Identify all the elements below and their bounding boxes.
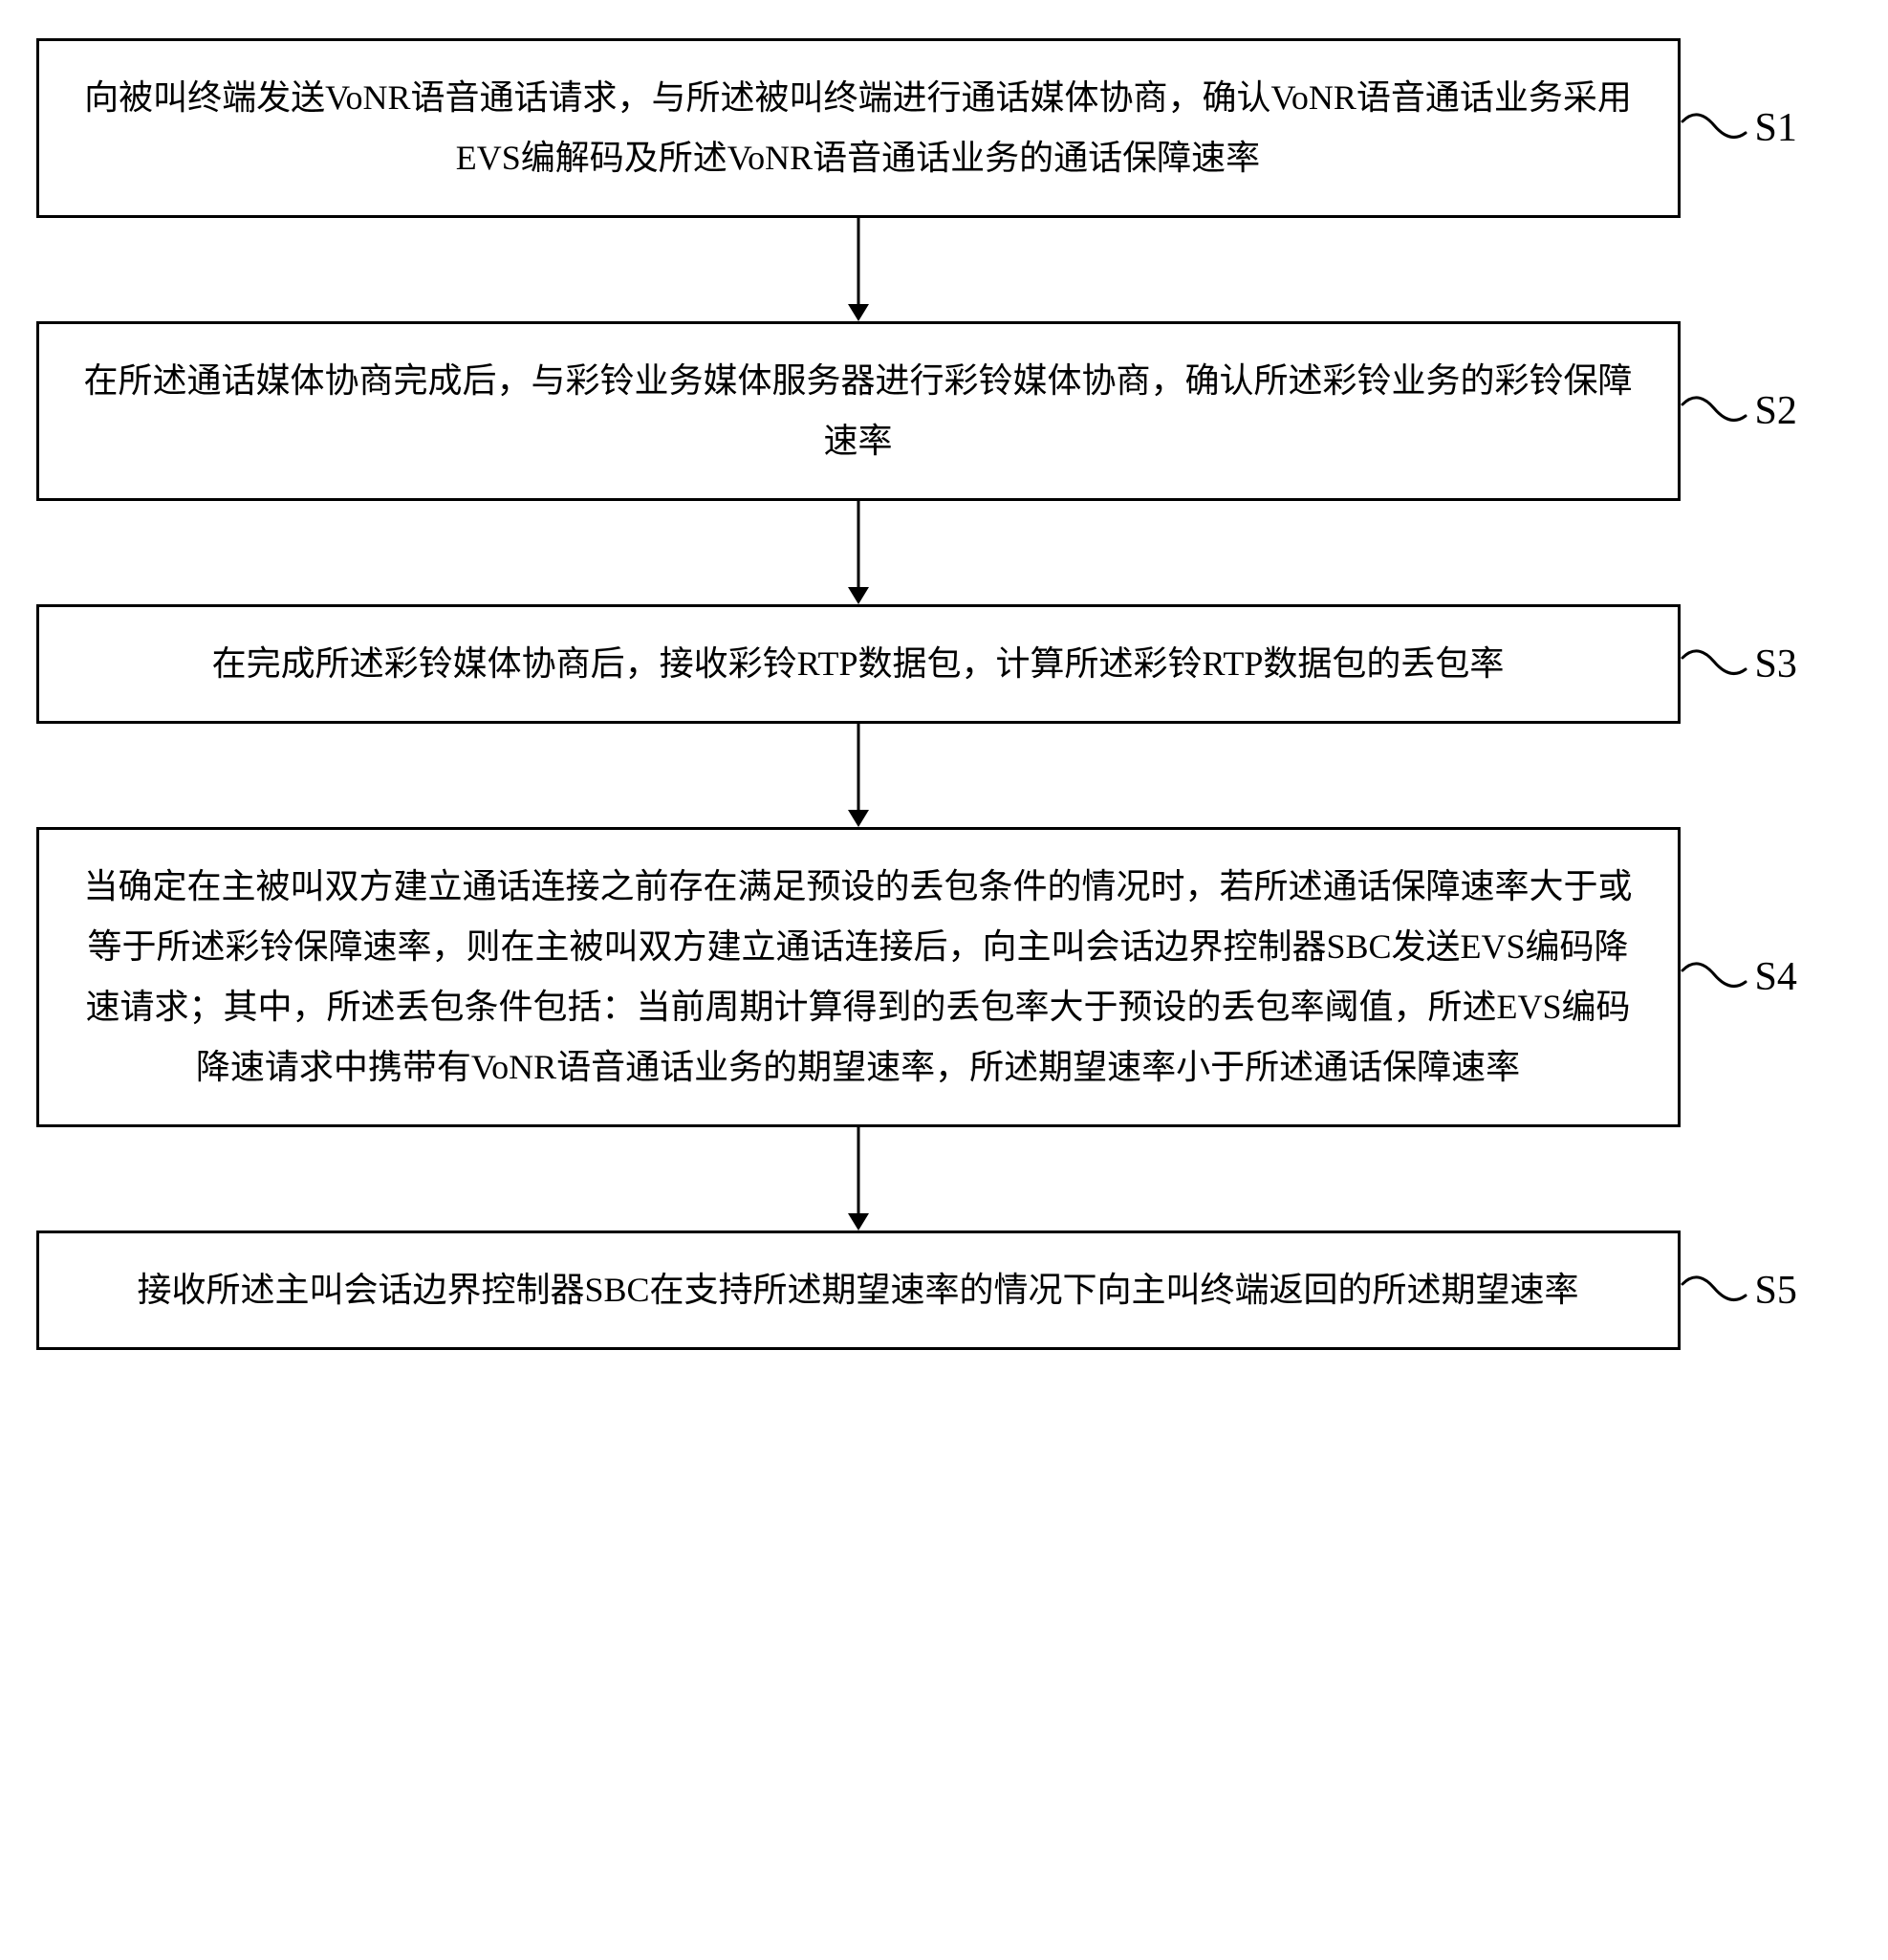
- flowchart-container: 向被叫终端发送VoNR语音通话请求，与所述被叫终端进行通话媒体协商，确认VoNR…: [36, 38, 1853, 1350]
- step-box: 向被叫终端发送VoNR语音通话请求，与所述被叫终端进行通话媒体协商，确认VoNR…: [36, 38, 1681, 218]
- step-text: 向被叫终端发送VoNR语音通话请求，与所述被叫终端进行通话媒体协商，确认VoNR…: [84, 78, 1632, 177]
- arrow-container: [36, 501, 1853, 604]
- tilde-connector-icon: [1681, 104, 1747, 152]
- tilde-connector-icon: [1681, 387, 1747, 435]
- tilde-connector-icon: [1681, 953, 1747, 1001]
- step-text: 当确定在主被叫双方建立通话连接之前存在满足预设的丢包条件的情况时，若所述通话保障…: [83, 867, 1632, 1086]
- step-box: 在完成所述彩铃媒体协商后，接收彩铃RTP数据包，计算所述彩铃RTP数据包的丢包率: [36, 604, 1681, 724]
- step-label: S4: [1755, 954, 1797, 1000]
- step-label-area: S1: [1681, 104, 1853, 152]
- step-box: 接收所述主叫会话边界控制器SBC在支持所述期望速率的情况下向主叫终端返回的所述期…: [36, 1230, 1681, 1350]
- flowchart-step-s1: 向被叫终端发送VoNR语音通话请求，与所述被叫终端进行通话媒体协商，确认VoNR…: [36, 38, 1853, 218]
- flowchart-step-s5: 接收所述主叫会话边界控制器SBC在支持所述期望速率的情况下向主叫终端返回的所述期…: [36, 1230, 1853, 1350]
- arrow-container: [36, 724, 1853, 827]
- step-label-area: S3: [1681, 641, 1853, 688]
- tilde-connector-icon: [1681, 1267, 1747, 1315]
- arrow-down-icon: [844, 501, 873, 604]
- step-label-area: S2: [1681, 387, 1853, 435]
- step-box: 当确定在主被叫双方建立通话连接之前存在满足预设的丢包条件的情况时，若所述通话保障…: [36, 827, 1681, 1127]
- tilde-connector-icon: [1681, 641, 1747, 688]
- step-label-area: S5: [1681, 1267, 1853, 1315]
- step-label: S5: [1755, 1268, 1797, 1314]
- step-box: 在所述通话媒体协商完成后，与彩铃业务媒体服务器进行彩铃媒体协商，确认所述彩铃业务…: [36, 321, 1681, 501]
- arrow-down-icon: [844, 724, 873, 827]
- step-text: 在完成所述彩铃媒体协商后，接收彩铃RTP数据包，计算所述彩铃RTP数据包的丢包率: [212, 644, 1505, 683]
- step-text: 接收所述主叫会话边界控制器SBC在支持所述期望速率的情况下向主叫终端返回的所述期…: [137, 1271, 1578, 1309]
- arrow-container: [36, 1127, 1853, 1230]
- flowchart-step-s4: 当确定在主被叫双方建立通话连接之前存在满足预设的丢包条件的情况时，若所述通话保障…: [36, 827, 1853, 1127]
- step-label: S3: [1755, 642, 1797, 687]
- flowchart-step-s3: 在完成所述彩铃媒体协商后，接收彩铃RTP数据包，计算所述彩铃RTP数据包的丢包率…: [36, 604, 1853, 724]
- arrow-container: [36, 218, 1853, 321]
- step-label-area: S4: [1681, 953, 1853, 1001]
- step-label: S2: [1755, 388, 1797, 434]
- step-label: S1: [1755, 105, 1797, 151]
- step-text: 在所述通话媒体协商完成后，与彩铃业务媒体服务器进行彩铃媒体协商，确认所述彩铃业务…: [83, 361, 1632, 460]
- arrow-down-icon: [844, 1127, 873, 1230]
- flowchart-step-s2: 在所述通话媒体协商完成后，与彩铃业务媒体服务器进行彩铃媒体协商，确认所述彩铃业务…: [36, 321, 1853, 501]
- arrow-down-icon: [844, 218, 873, 321]
